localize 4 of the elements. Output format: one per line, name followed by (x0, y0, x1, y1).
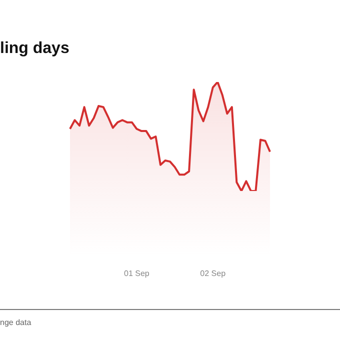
text: nge data (0, 318, 32, 327)
x-tick-label: 02 Sep (200, 269, 226, 278)
x-tick-label: 01 Sep (124, 269, 150, 278)
chart-title: ling days (0, 40, 70, 58)
